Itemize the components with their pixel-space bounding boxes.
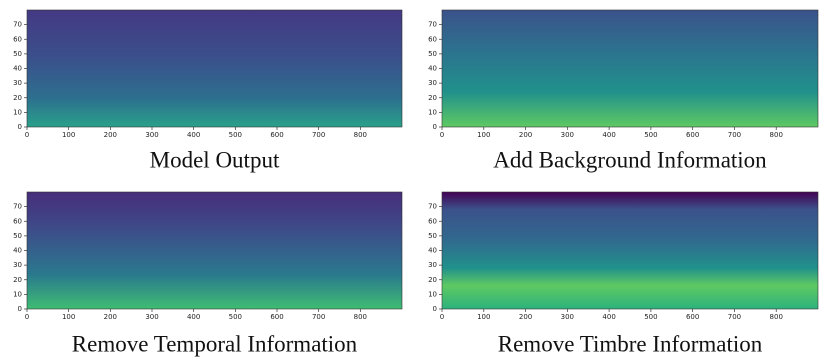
- x-tick-label: 300: [145, 313, 158, 321]
- x-tick-label: 0: [25, 131, 29, 139]
- x-tick-label: 100: [62, 131, 75, 139]
- caption: Model Output: [150, 147, 280, 172]
- x-tick-label: 200: [519, 131, 532, 139]
- y-tick-label: 10: [13, 290, 22, 298]
- y-tick-label: 20: [13, 94, 22, 102]
- x-tick-label: 700: [728, 131, 741, 139]
- x-tick-label: 500: [644, 313, 657, 321]
- x-tick-label: 300: [561, 313, 574, 321]
- y-tick-label: 70: [428, 21, 437, 29]
- caption: Remove Temporal Information: [72, 331, 358, 356]
- y-tick-label: 20: [428, 276, 437, 284]
- x-tick-label: 0: [440, 131, 444, 139]
- x-tick-label: 100: [62, 313, 75, 321]
- y-tick-label: 50: [13, 232, 22, 240]
- y-tick-label: 20: [428, 94, 437, 102]
- x-tick-label: 300: [145, 131, 158, 139]
- x-tick-label: 100: [477, 131, 490, 139]
- spectrogram: [441, 191, 819, 310]
- x-tick-label: 600: [686, 131, 699, 139]
- x-tick-label: 400: [602, 131, 615, 139]
- x-tick-label: 200: [104, 131, 117, 139]
- caption: Remove Timbre Information: [498, 331, 763, 356]
- y-tick-label: 10: [13, 108, 22, 116]
- y-tick-label: 10: [428, 108, 437, 116]
- x-tick-label: 600: [270, 313, 283, 321]
- y-tick-label: 30: [13, 261, 22, 269]
- y-tick-label: 20: [13, 276, 22, 284]
- x-tick-label: 700: [728, 313, 741, 321]
- y-tick-label: 60: [13, 35, 22, 43]
- y-tick-label: 0: [18, 305, 22, 313]
- x-tick-label: 200: [104, 313, 117, 321]
- y-tick-label: 30: [428, 79, 437, 87]
- y-tick-label: 50: [428, 232, 437, 240]
- y-tick-label: 70: [13, 21, 22, 29]
- x-tick-label: 800: [354, 131, 367, 139]
- y-tick-label: 0: [433, 305, 437, 313]
- x-tick-label: 600: [270, 131, 283, 139]
- x-tick-label: 500: [229, 131, 242, 139]
- x-tick-label: 700: [312, 131, 325, 139]
- x-tick-label: 400: [187, 131, 200, 139]
- x-tick-label: 400: [602, 313, 615, 321]
- y-tick-label: 70: [13, 203, 22, 211]
- x-tick-label: 200: [519, 313, 532, 321]
- x-tick-label: 800: [770, 131, 783, 139]
- x-tick-label: 600: [686, 313, 699, 321]
- spectrogram: [26, 191, 403, 310]
- y-tick-label: 50: [13, 50, 22, 58]
- x-tick-label: 800: [770, 313, 783, 321]
- y-tick-label: 70: [428, 203, 437, 211]
- y-tick-label: 30: [13, 79, 22, 87]
- x-tick-label: 500: [229, 313, 242, 321]
- x-tick-label: 500: [644, 131, 657, 139]
- y-tick-label: 40: [13, 65, 22, 73]
- y-tick-label: 40: [428, 65, 437, 73]
- x-tick-label: 0: [440, 313, 444, 321]
- caption: Add Background Information: [493, 147, 767, 172]
- x-tick-label: 300: [561, 131, 574, 139]
- x-tick-label: 0: [25, 313, 29, 321]
- spectrogram: [26, 9, 403, 128]
- x-tick-label: 100: [477, 313, 490, 321]
- y-tick-label: 60: [428, 35, 437, 43]
- y-tick-label: 30: [428, 261, 437, 269]
- x-tick-label: 400: [187, 313, 200, 321]
- x-tick-label: 800: [354, 313, 367, 321]
- spectrogram: [441, 9, 819, 128]
- y-tick-label: 10: [428, 290, 437, 298]
- x-tick-label: 700: [312, 313, 325, 321]
- y-tick-label: 40: [13, 247, 22, 255]
- y-tick-label: 40: [428, 247, 437, 255]
- y-tick-label: 50: [428, 50, 437, 58]
- y-tick-label: 60: [13, 217, 22, 225]
- y-tick-label: 0: [433, 123, 437, 131]
- y-tick-label: 0: [18, 123, 22, 131]
- y-tick-label: 60: [428, 217, 437, 225]
